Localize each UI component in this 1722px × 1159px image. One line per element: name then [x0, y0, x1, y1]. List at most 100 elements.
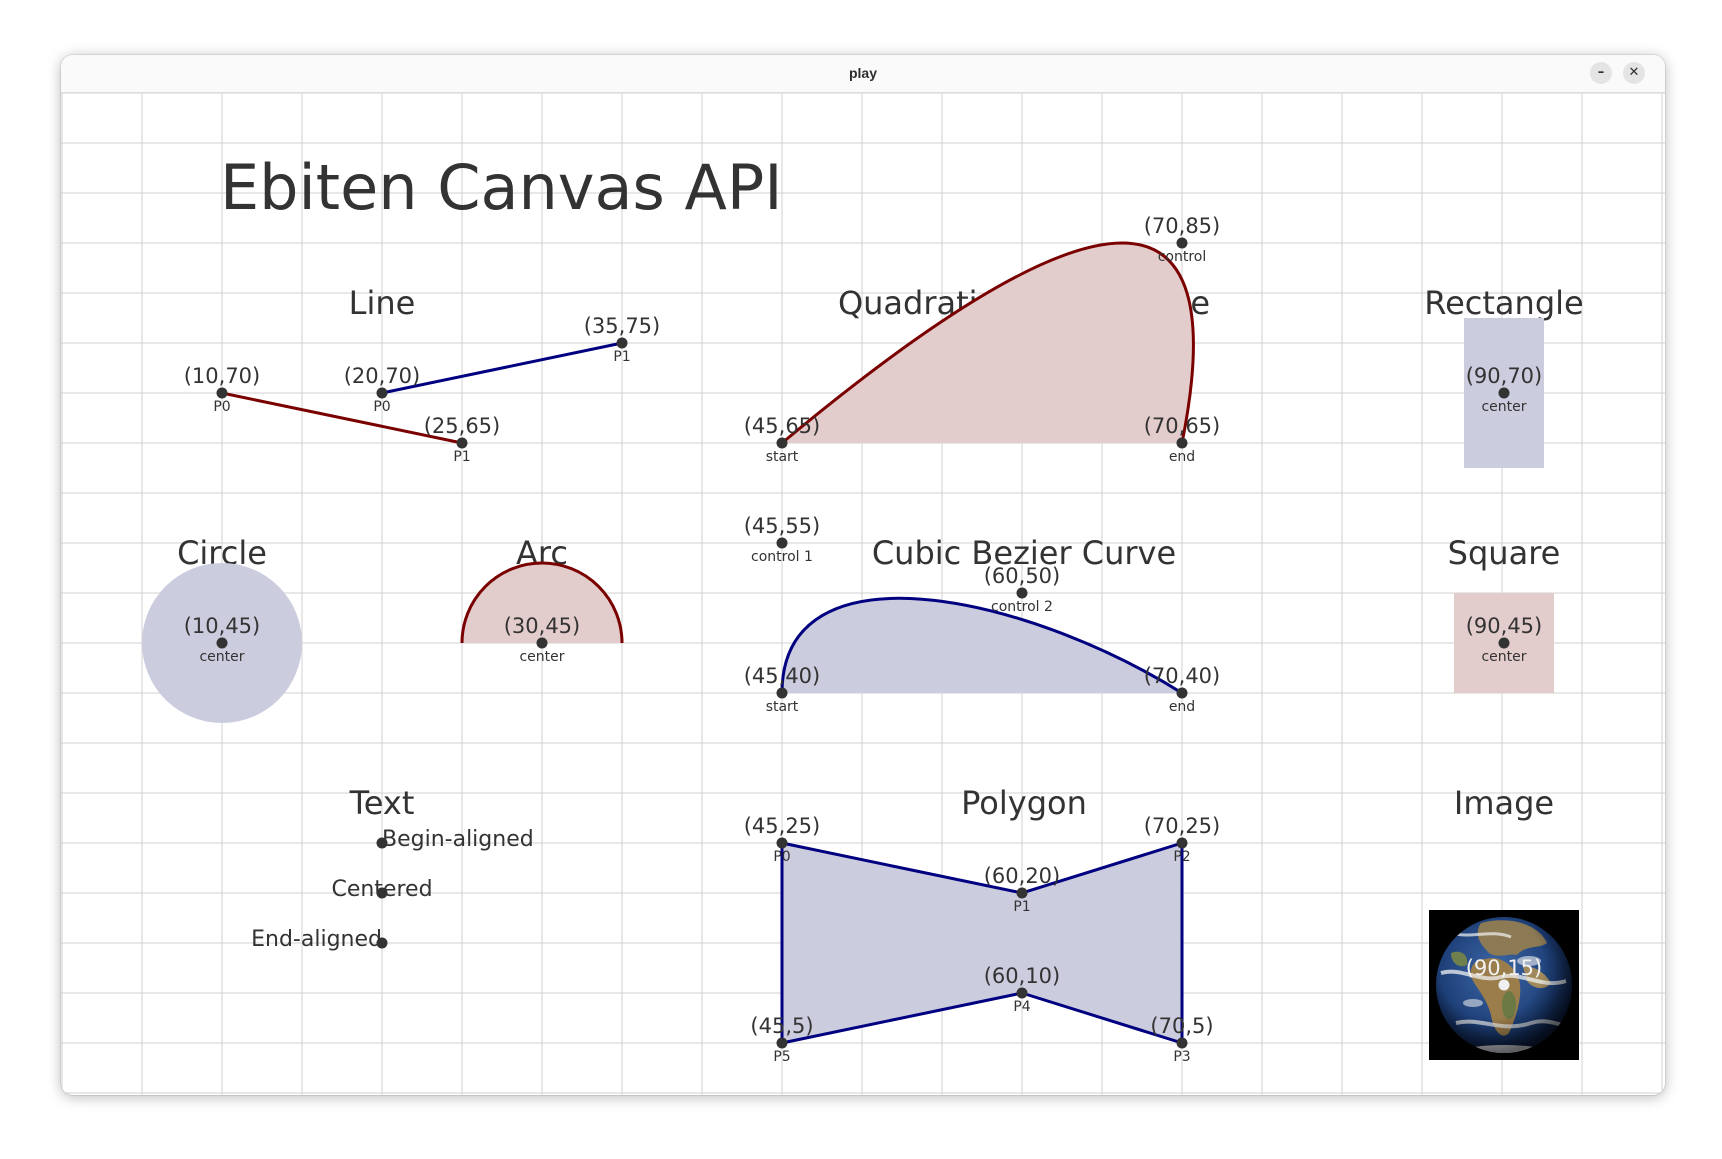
polygon-shape: [780, 841, 1184, 1045]
coord-label: (90,70): [1466, 364, 1543, 388]
coord-label: (30,45): [504, 614, 581, 638]
point-label: control 2: [991, 599, 1053, 615]
point-label: P0: [373, 399, 390, 415]
section-title-square: Square: [1448, 534, 1561, 572]
center-point: [1498, 637, 1510, 649]
red-line: [221, 391, 463, 445]
line-point: [616, 337, 628, 349]
control-point: [1016, 587, 1028, 599]
section-title-rectangle: Rectangle: [1424, 284, 1583, 322]
game-canvas[interactable]: Ebiten Canvas API Line Quadratic Bezier …: [61, 92, 1665, 1095]
point-label: P5: [773, 1049, 790, 1065]
point-label: P2: [1173, 849, 1190, 865]
section-title-cubic: Cubic Bezier Curve: [872, 534, 1176, 572]
point-label: control 1: [751, 549, 813, 565]
coord-label: (45,5): [750, 1014, 813, 1038]
point-label: P3: [1173, 1049, 1190, 1065]
coord-label: (10,45): [184, 614, 261, 638]
curve-point: [776, 687, 788, 699]
coord-label: (45,65): [744, 414, 821, 438]
section-title-line: Line: [349, 284, 416, 322]
polygon-demo: (45,25) P0 (60,20) P1 (70,25) P2 (70,5) …: [744, 814, 1221, 1065]
canvas-svg: Ebiten Canvas API Line Quadratic Bezier …: [61, 92, 1665, 1095]
line-demo: (10,70) P0 (25,65) P1 (20,70) P0 (35,75)…: [184, 314, 661, 465]
rectangle-demo: (90,70) center: [1464, 318, 1544, 468]
end-aligned-text: End-aligned: [251, 927, 382, 952]
coord-label: (70,25): [1144, 814, 1221, 838]
title-bar[interactable]: play – ✕: [61, 55, 1665, 93]
coord-label: (20,70): [344, 364, 421, 388]
coord-label: (70,85): [1144, 214, 1221, 238]
center-point: [1498, 387, 1510, 399]
coord-label: (35,75): [584, 314, 661, 338]
coord-label: (70,5): [1150, 1014, 1213, 1038]
coord-label: (60,10): [984, 964, 1061, 988]
close-button[interactable]: ✕: [1623, 62, 1645, 84]
point-label: control: [1158, 249, 1207, 265]
quadratic-bezier-demo: (45,65) start (70,65) end (70,85) contro…: [744, 214, 1221, 465]
point-label: P1: [453, 449, 470, 465]
cubic-fill: [782, 598, 1182, 693]
canvas-heading: Ebiten Canvas API: [220, 151, 783, 224]
vertex-point: [1016, 987, 1028, 999]
coord-label: (25,65): [424, 414, 501, 438]
minimize-button[interactable]: –: [1590, 62, 1612, 84]
coord-label: (45,55): [744, 514, 821, 538]
centered-text: Centered: [331, 877, 432, 902]
curve-point: [1176, 687, 1188, 699]
begin-aligned-text: Begin-aligned: [382, 827, 534, 852]
line-point: [376, 387, 388, 399]
arc-fill: [462, 563, 622, 643]
vertex-point: [776, 837, 788, 849]
vertex-point: [1016, 887, 1028, 899]
arc-demo: (30,45) center: [460, 561, 624, 665]
coord-label: (90,15): [1466, 956, 1543, 980]
coord-label: (10,70): [184, 364, 261, 388]
coord-label: (60,20): [984, 864, 1061, 888]
point-label: P0: [773, 849, 790, 865]
center-point: [1498, 979, 1510, 991]
cubic-curve: [780, 596, 1183, 695]
coord-label: (60,50): [984, 564, 1061, 588]
point-label: center: [1481, 399, 1526, 415]
point-label: start: [766, 449, 799, 465]
square-demo: (90,45) center: [1454, 593, 1554, 693]
quadratic-curve: [781, 241, 1195, 445]
center-point: [536, 637, 548, 649]
arc-curve: [460, 561, 624, 644]
section-title-text: Text: [349, 784, 415, 822]
point-label: P1: [613, 349, 630, 365]
blue-line: [381, 341, 623, 395]
app-window: play – ✕ Ebiten Canvas API Lin: [61, 55, 1665, 1095]
point-label: center: [519, 649, 564, 665]
point-label: start: [766, 699, 799, 715]
point-label: end: [1169, 699, 1195, 715]
section-title-polygon: Polygon: [961, 784, 1087, 822]
control-point: [1176, 237, 1188, 249]
section-title-image: Image: [1454, 784, 1554, 822]
control-point: [776, 537, 788, 549]
point-label: P4: [1013, 999, 1030, 1015]
coord-label: (45,25): [744, 814, 821, 838]
cubic-bezier-demo: (45,55) control 1 (60,50) control 2 (45,…: [744, 514, 1221, 715]
curve-point: [1176, 437, 1188, 449]
line-point: [216, 387, 228, 399]
coord-label: (90,45): [1466, 614, 1543, 638]
window-title: play: [848, 65, 877, 81]
coord-label: (45,40): [744, 664, 821, 688]
point-label: P0: [213, 399, 230, 415]
curve-point: [776, 437, 788, 449]
quadratic-fill: [782, 243, 1194, 443]
anchor-point: [376, 937, 388, 949]
anchor-point: [376, 887, 388, 899]
point-label: center: [199, 649, 244, 665]
center-point: [216, 637, 228, 649]
point-label: end: [1169, 449, 1195, 465]
anchor-point: [376, 837, 388, 849]
point-label: P1: [1013, 899, 1030, 915]
vertex-point: [776, 1037, 788, 1049]
circle-demo: (10,45) center: [142, 563, 302, 723]
vertex-point: [1176, 1037, 1188, 1049]
coord-label: (70,65): [1144, 414, 1221, 438]
coord-label: (70,40): [1144, 664, 1221, 688]
